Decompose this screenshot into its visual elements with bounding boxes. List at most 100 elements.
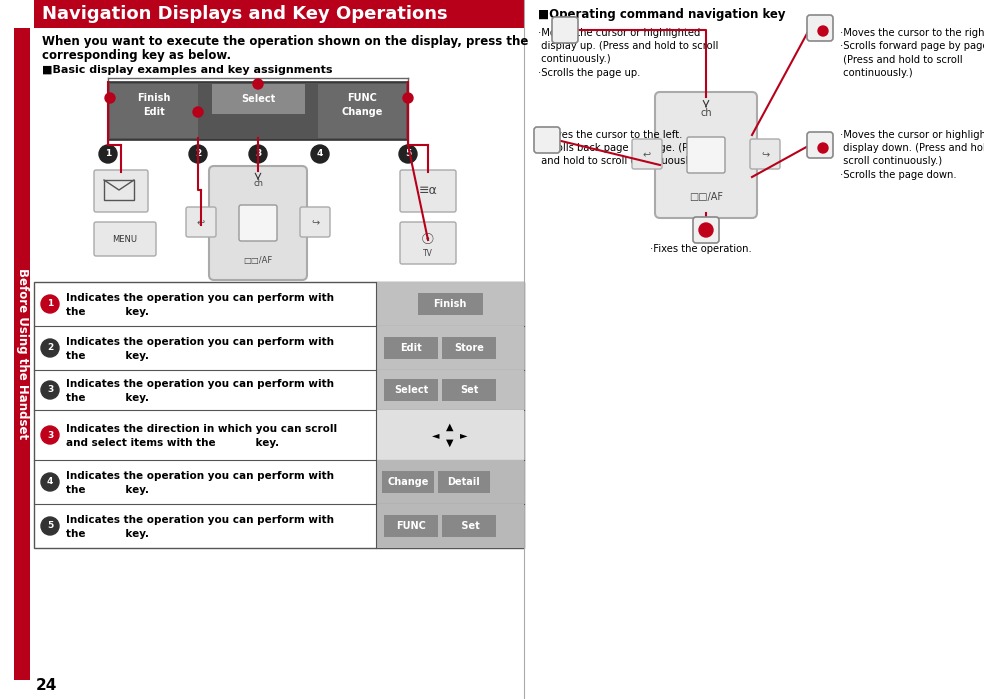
Text: 4: 4 <box>317 150 323 159</box>
FancyBboxPatch shape <box>442 379 496 401</box>
Circle shape <box>99 145 117 163</box>
Text: Indicates the operation you can perform with: Indicates the operation you can perform … <box>66 293 334 303</box>
FancyBboxPatch shape <box>110 84 198 138</box>
Text: Detail: Detail <box>448 477 480 487</box>
Text: Edit: Edit <box>400 343 422 353</box>
Text: ·Moves the cursor to the left.
·Scrolls back page by page. (Press
 and hold to s: ·Moves the cursor to the left. ·Scrolls … <box>538 130 708 166</box>
Text: Indicates the operation you can perform with: Indicates the operation you can perform … <box>66 515 334 525</box>
FancyBboxPatch shape <box>442 337 496 359</box>
Text: the           key.: the key. <box>66 485 149 495</box>
Circle shape <box>41 473 59 491</box>
FancyBboxPatch shape <box>384 379 438 401</box>
Text: 3: 3 <box>47 386 53 394</box>
Text: ►: ► <box>461 430 467 440</box>
Text: 5: 5 <box>404 150 411 159</box>
Text: Change: Change <box>341 107 383 117</box>
Circle shape <box>41 426 59 444</box>
FancyBboxPatch shape <box>438 471 490 493</box>
Text: Indicates the operation you can perform with: Indicates the operation you can perform … <box>66 379 334 389</box>
FancyBboxPatch shape <box>687 137 725 173</box>
Circle shape <box>249 145 267 163</box>
Text: MENU: MENU <box>112 234 138 243</box>
Text: ▲: ▲ <box>447 422 454 432</box>
Text: Store: Store <box>454 343 484 353</box>
Text: ↪: ↪ <box>761 150 769 160</box>
FancyBboxPatch shape <box>807 15 833 41</box>
FancyBboxPatch shape <box>209 166 307 280</box>
Text: and select items with the           key.: and select items with the key. <box>66 438 279 448</box>
Text: FUNC: FUNC <box>397 521 426 531</box>
Text: ·Moves the cursor to the right.
·Scrolls forward page by page.
 (Press and hold : ·Moves the cursor to the right. ·Scrolls… <box>840 28 984 78</box>
Text: corresponding key as below.: corresponding key as below. <box>42 50 231 62</box>
Text: ·Fixes the operation.: ·Fixes the operation. <box>650 244 752 254</box>
FancyBboxPatch shape <box>807 132 833 158</box>
Circle shape <box>193 107 203 117</box>
Text: When you want to execute the operation shown on the display, press the: When you want to execute the operation s… <box>42 36 528 48</box>
Circle shape <box>41 517 59 535</box>
FancyBboxPatch shape <box>14 28 30 680</box>
Circle shape <box>699 223 713 237</box>
FancyBboxPatch shape <box>382 471 434 493</box>
Text: Change: Change <box>388 477 429 487</box>
Circle shape <box>41 295 59 313</box>
Circle shape <box>105 93 115 103</box>
Text: Edit: Edit <box>143 107 165 117</box>
Text: ·Moves the cursor or highlighted
 display down. (Press and hold to
 scroll conti: ·Moves the cursor or highlighted display… <box>840 130 984 180</box>
Text: ■Basic display examples and key assignments: ■Basic display examples and key assignme… <box>42 65 333 75</box>
Text: ↩: ↩ <box>197 218 205 228</box>
Text: □□/AF: □□/AF <box>243 257 273 266</box>
FancyBboxPatch shape <box>318 84 406 138</box>
Text: Indicates the operation you can perform with: Indicates the operation you can perform … <box>66 471 334 481</box>
Text: Indicates the direction in which you can scroll: Indicates the direction in which you can… <box>66 424 338 434</box>
FancyBboxPatch shape <box>400 170 456 212</box>
Circle shape <box>403 93 413 103</box>
FancyBboxPatch shape <box>34 282 524 548</box>
Text: ·Moves the cursor or highlighted
 display up. (Press and hold to scroll
 continu: ·Moves the cursor or highlighted display… <box>538 28 718 78</box>
Text: 3: 3 <box>47 431 53 440</box>
Text: ▼: ▼ <box>447 438 454 448</box>
FancyBboxPatch shape <box>212 84 305 114</box>
Text: ch: ch <box>701 108 711 118</box>
Circle shape <box>399 145 417 163</box>
Text: the           key.: the key. <box>66 351 149 361</box>
Circle shape <box>41 381 59 399</box>
Text: Finish: Finish <box>433 299 466 309</box>
Text: Before Using the Handset: Before Using the Handset <box>16 268 29 440</box>
FancyBboxPatch shape <box>693 217 719 243</box>
Text: 2: 2 <box>195 150 201 159</box>
FancyBboxPatch shape <box>34 0 524 28</box>
Circle shape <box>41 339 59 357</box>
Text: the           key.: the key. <box>66 529 149 539</box>
Text: 3: 3 <box>255 150 261 159</box>
Text: 1: 1 <box>105 150 111 159</box>
Text: Select: Select <box>394 385 428 395</box>
Circle shape <box>253 79 263 89</box>
FancyBboxPatch shape <box>534 127 560 153</box>
Text: Indicates the operation you can perform with: Indicates the operation you can perform … <box>66 337 334 347</box>
FancyBboxPatch shape <box>186 207 216 237</box>
FancyBboxPatch shape <box>239 205 277 241</box>
FancyBboxPatch shape <box>94 222 156 256</box>
Text: ≡α: ≡α <box>418 185 437 198</box>
Text: TV: TV <box>423 250 433 259</box>
Text: FUNC: FUNC <box>347 93 377 103</box>
FancyBboxPatch shape <box>376 460 524 504</box>
FancyBboxPatch shape <box>400 222 456 264</box>
FancyBboxPatch shape <box>384 515 438 537</box>
Text: ☉: ☉ <box>421 233 435 247</box>
Text: the           key.: the key. <box>66 393 149 403</box>
FancyBboxPatch shape <box>300 207 330 237</box>
Text: ◄: ◄ <box>432 430 440 440</box>
Text: 1: 1 <box>47 299 53 308</box>
Text: □□/AF: □□/AF <box>689 192 723 202</box>
FancyBboxPatch shape <box>376 410 524 460</box>
FancyBboxPatch shape <box>376 326 524 370</box>
Text: 4: 4 <box>47 477 53 487</box>
Circle shape <box>189 145 207 163</box>
Circle shape <box>311 145 329 163</box>
FancyBboxPatch shape <box>442 515 496 537</box>
FancyBboxPatch shape <box>376 504 524 548</box>
FancyBboxPatch shape <box>94 170 148 212</box>
Text: the           key.: the key. <box>66 307 149 317</box>
Text: ■Operating command navigation key: ■Operating command navigation key <box>538 8 785 21</box>
